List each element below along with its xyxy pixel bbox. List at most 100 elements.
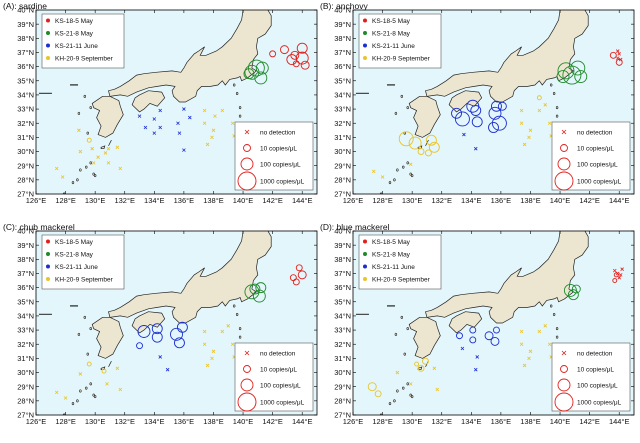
lon-tick-label: 136°E	[491, 417, 512, 426]
detection-circle	[488, 106, 502, 120]
detection-circle	[574, 70, 588, 83]
lat-tick-label: 30°N	[334, 147, 351, 156]
small-island	[388, 402, 392, 406]
lon-tick-label: 132°E	[431, 196, 452, 205]
no-detection-marker	[617, 52, 621, 56]
small-island	[402, 165, 405, 169]
size-legend-label: 1000 copies/μL	[577, 400, 622, 407]
honshu-landmass	[108, 10, 272, 103]
no-detection-marker	[54, 166, 59, 171]
small-island	[410, 395, 414, 399]
cruise-legend-swatch	[46, 18, 50, 23]
detection-circle	[488, 122, 499, 133]
lat-tick-label: 29°N	[334, 161, 351, 170]
lon-tick-label: 128°E	[55, 196, 76, 205]
small-island	[552, 313, 556, 317]
no-detection-marker	[176, 121, 180, 126]
lat-tick-label: 39°N	[17, 241, 34, 250]
no-detection-marker	[527, 356, 531, 361]
lon-tick-label: 138°E	[203, 417, 224, 426]
no-detection-marker	[408, 382, 413, 386]
lat-tick-label: 37°N	[17, 269, 34, 278]
no-detection-marker	[91, 161, 96, 165]
lon-tick-label: 132°E	[114, 417, 135, 426]
small-island	[549, 83, 553, 87]
cruise-legend-swatch	[46, 31, 50, 35]
lon-tick-label: 144°E	[292, 196, 313, 205]
no-detection-marker	[205, 142, 210, 147]
cruise-legend-swatch	[363, 18, 367, 23]
size-legend-x-marker	[561, 129, 567, 135]
small-island	[549, 304, 553, 308]
size-legend-x-marker	[244, 350, 250, 356]
lon-tick-label: 142°E	[579, 417, 600, 426]
small-island	[232, 304, 236, 308]
small-island	[235, 313, 239, 317]
no-detection-marker	[90, 146, 94, 151]
marker-group	[367, 267, 624, 398]
lon-tick-label: 140°E	[233, 417, 254, 426]
lat-tick-label: 34°N	[17, 312, 34, 321]
lon-tick-label: 134°E	[461, 417, 482, 426]
size-legend-label: 100 copies/μL	[577, 162, 618, 169]
small-island	[394, 332, 398, 336]
lat-tick-label: 37°N	[17, 48, 34, 57]
size-legend-label: no detection	[260, 130, 296, 137]
no-detection-marker	[158, 108, 163, 113]
no-detection-marker	[462, 132, 466, 137]
no-detection-marker	[118, 166, 123, 171]
cruise-legend-label: KS-18-5 May	[372, 239, 411, 246]
shikoku-landmass	[448, 90, 483, 113]
no-detection-marker	[106, 146, 111, 151]
lat-tick-label: 34°N	[334, 91, 351, 100]
lat-tick-label: 40°N	[334, 227, 351, 236]
lat-tick-label: 28°N	[17, 396, 34, 405]
size-legend-x-marker	[244, 129, 250, 135]
cruise-legend-swatch	[363, 277, 367, 281]
no-detection-marker	[230, 121, 235, 126]
no-detection-marker	[519, 342, 524, 347]
cruise-legend-swatch	[46, 43, 50, 48]
island-tanegashima	[108, 361, 112, 368]
cruise-legend-box	[41, 234, 125, 290]
no-detection-marker	[118, 387, 123, 392]
detection-circle	[295, 264, 303, 272]
no-detection-marker	[211, 128, 216, 133]
detection-circle	[425, 134, 437, 146]
detection-circle	[422, 357, 429, 365]
lat-tick-label: 36°N	[334, 283, 351, 292]
landmass-group	[355, 10, 589, 194]
small-island	[396, 389, 399, 393]
no-detection-marker	[547, 121, 552, 126]
detection-circle	[136, 342, 143, 350]
no-detection-marker	[182, 107, 186, 111]
detection-circle	[493, 326, 500, 334]
size-legend-label: 1000 copies/μL	[260, 400, 305, 407]
small-island	[552, 92, 556, 96]
small-island	[83, 94, 87, 98]
small-island	[402, 386, 405, 390]
size-legend-label: no detection	[577, 351, 613, 358]
map-panel: 126°E 128°E 130°E 132°E 134°E 136°E 138°E 140°E…	[320, 1, 635, 205]
cruise-legend-label: KH-20-9 September	[372, 56, 431, 63]
no-detection-marker	[528, 128, 533, 133]
size-legend-circle	[237, 171, 257, 191]
no-detection-marker	[473, 146, 478, 151]
lat-tick-label: 30°N	[17, 368, 34, 377]
small-island	[77, 332, 81, 336]
size-legend-circle	[237, 392, 257, 412]
cruise-legend-swatch	[46, 277, 50, 281]
small-island	[77, 111, 81, 115]
cruise-legend-label: KH-20-9 September	[55, 56, 114, 63]
lat-tick-label: 38°N	[17, 255, 34, 264]
detection-circle	[417, 364, 425, 372]
no-detection-marker	[205, 363, 210, 368]
no-detection-marker	[432, 366, 437, 371]
no-detection-marker	[475, 355, 480, 359]
small-island	[79, 168, 82, 172]
lon-tick-label: 130°E	[85, 417, 106, 426]
detection-circle	[292, 278, 300, 286]
cruise-legend-label: KS-18-5 May	[55, 18, 94, 25]
detection-circle	[297, 270, 307, 280]
